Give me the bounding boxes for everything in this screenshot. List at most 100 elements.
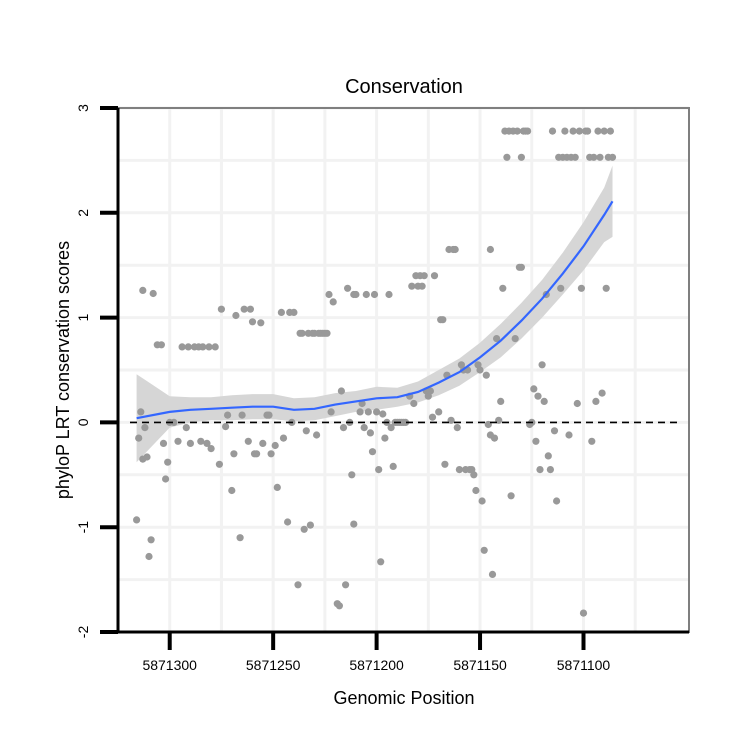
data-point [385, 290, 393, 299]
data-point [257, 319, 265, 327]
data-point [337, 387, 345, 395]
data-point [544, 452, 552, 460]
data-point [360, 424, 368, 432]
data-point [238, 411, 246, 419]
data-point [240, 305, 248, 313]
data-point [486, 245, 494, 254]
data-point [273, 483, 281, 491]
data-point [203, 439, 211, 447]
data-point [592, 397, 600, 405]
data-point [590, 153, 598, 161]
data-point [428, 413, 437, 421]
smooth-line [136, 200, 614, 420]
data-point [441, 460, 449, 468]
data-point [596, 153, 604, 161]
data-point [205, 343, 213, 351]
data-point [323, 329, 331, 337]
data-point [159, 439, 168, 447]
data-point [135, 434, 143, 442]
data-point [476, 366, 484, 374]
data-point [207, 445, 215, 453]
data-point [329, 298, 337, 306]
data-point [248, 318, 257, 326]
data-point [339, 424, 348, 432]
data-point [594, 127, 602, 135]
data-point [470, 471, 478, 479]
data-point [325, 290, 333, 299]
data-point [571, 153, 579, 161]
data-point [215, 460, 223, 468]
data-point [488, 570, 497, 579]
data-point [236, 534, 244, 542]
x-tick-label: 5871150 [453, 657, 507, 673]
data-point [352, 290, 360, 299]
data-point [244, 437, 252, 445]
data-point [381, 434, 389, 442]
data-point [499, 284, 507, 292]
data-point [569, 127, 577, 135]
data-point [157, 341, 165, 349]
data-point [451, 245, 459, 254]
data-point [344, 284, 352, 292]
data-point [553, 497, 561, 505]
data-point [290, 308, 298, 316]
data-point [199, 343, 207, 351]
data-point [511, 335, 519, 343]
data-point [606, 127, 615, 135]
data-point [362, 290, 370, 299]
data-point [302, 427, 310, 435]
x-tick-label: 5871250 [246, 657, 301, 673]
data-point [267, 450, 275, 458]
data-point [536, 466, 544, 474]
data-point [186, 439, 194, 447]
data-point [408, 282, 416, 290]
data-point [184, 343, 192, 351]
data-point [375, 466, 383, 474]
data-point [497, 397, 505, 405]
data-point [472, 486, 480, 495]
data-point [430, 272, 439, 280]
data-point [447, 416, 455, 424]
data-point [602, 284, 610, 292]
x-tick-label: 5871100 [557, 657, 611, 673]
data-point [435, 408, 443, 416]
data-point [565, 431, 573, 439]
data-point [410, 399, 418, 408]
data-point [356, 408, 364, 416]
data-point [253, 450, 261, 458]
data-point [573, 399, 581, 408]
x-axis-label: Genomic Position [333, 688, 474, 708]
data-point [300, 525, 308, 533]
y-axis-label: phyloP LRT conservation scores [53, 241, 73, 499]
data-point [211, 343, 219, 351]
data-point [584, 127, 592, 135]
data-point [534, 392, 542, 400]
data-point [513, 127, 521, 135]
data-point [259, 439, 267, 447]
data-point [377, 558, 385, 566]
data-point [561, 127, 569, 135]
data-point [600, 127, 608, 135]
data-point [455, 466, 463, 474]
data-point [517, 263, 526, 271]
data-point [540, 397, 548, 405]
data-point [228, 486, 236, 495]
data-point [222, 423, 230, 431]
data-point [294, 581, 302, 589]
data-point [608, 153, 617, 161]
data-point [503, 153, 511, 161]
data-point [478, 497, 486, 505]
data-point [174, 437, 182, 445]
data-point [482, 371, 490, 379]
data-point [490, 434, 499, 442]
data-point [277, 308, 285, 316]
data-point [548, 127, 557, 135]
data-point [348, 471, 356, 479]
data-point [279, 434, 288, 442]
y-tick-label: -2 [75, 626, 91, 639]
data-point [364, 408, 372, 416]
data-point [546, 466, 555, 474]
data-point [517, 153, 526, 161]
chart-title: Conservation [345, 76, 463, 98]
data-point [246, 305, 254, 313]
